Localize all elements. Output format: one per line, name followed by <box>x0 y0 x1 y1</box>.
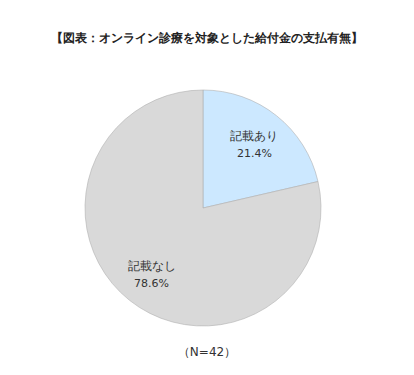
pie-slice <box>85 90 321 326</box>
chart-container: 【図表：オンライン診療を対象とした給付金の支払有無】記載あり 21.4% 記載なし 7… <box>0 0 414 375</box>
labels: 記載あり 21.4% 記載なし 78.6% <box>128 129 279 289</box>
pie <box>85 90 321 326</box>
slice-category-label: 記載なし <box>128 259 176 273</box>
chart-svg: 【図表：オンライン診療を対象とした給付金の支払有無】記載あり 21.4% 記載なし 7… <box>0 0 414 375</box>
annotation: （N=42） <box>178 345 236 359</box>
title: 【図表：オンライン診療を対象とした給付金の支払有無】 <box>51 31 363 45</box>
slice-value-label: 78.6% <box>134 277 169 290</box>
slice-category-label: 記載あり <box>230 129 278 143</box>
slice-value-label: 21.4% <box>237 147 272 160</box>
